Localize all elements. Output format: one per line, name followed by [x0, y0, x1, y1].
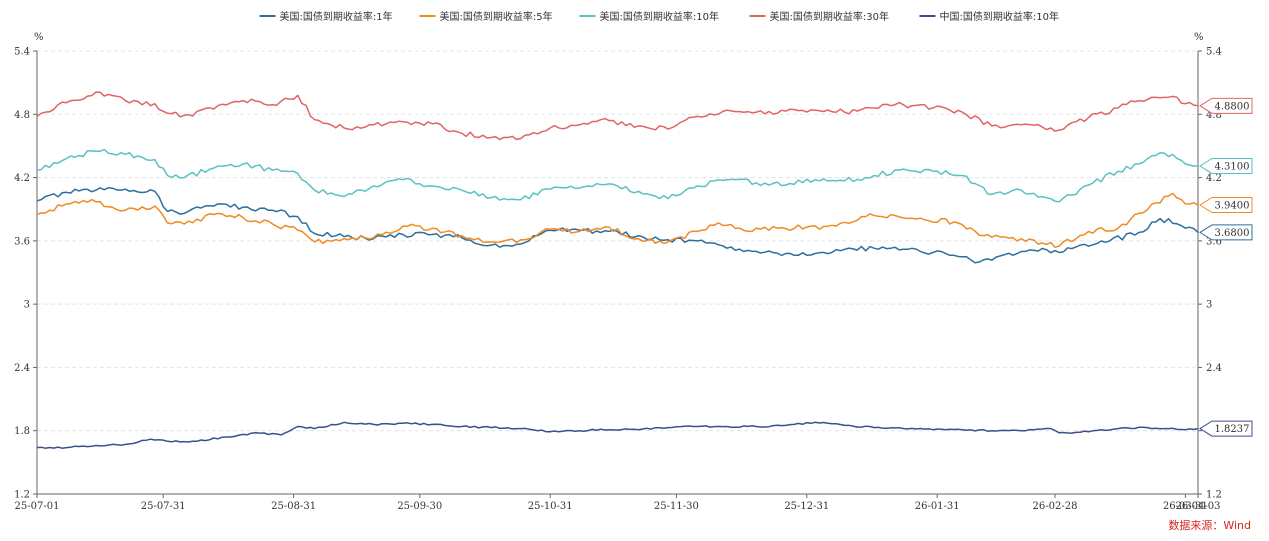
last-value-badges: 3.6800 3.9400 4.3100 4.8800 1.8237	[1199, 97, 1253, 437]
legend: 美国:国债到期收益率:1年 美国:国债到期收益率:5年 美国:国债到期收益率:10年…	[259, 10, 1059, 23]
series-line-美国-国债到期收益率-1年	[36, 186, 1199, 264]
series-line-美国-国债到期收益率-5年	[36, 192, 1199, 248]
series-line-中国-国债到期收益率-10年	[36, 421, 1199, 449]
last-value-badge: 3.9400	[1199, 196, 1253, 213]
y-tick-left: 1.2	[14, 490, 30, 501]
y-tick-right: 3.6	[1206, 236, 1222, 247]
badge-box	[1199, 224, 1253, 241]
x-tick-label: 25-07-31	[141, 501, 186, 512]
y-unit-right: %	[1194, 32, 1204, 43]
y-tick-left: 1.8	[14, 426, 30, 437]
legend-label: 美国:国债到期收益率:5年	[440, 10, 553, 23]
badge-value: 1.8237	[1215, 424, 1250, 435]
y-tick-left: 3.6	[14, 236, 30, 247]
y-tick-right: 4.8	[1206, 110, 1222, 121]
badge-value: 4.8800	[1215, 101, 1250, 112]
x-tick-label: 26-03-31	[1163, 501, 1208, 512]
series-line-美国-国债到期收益率-30年	[36, 91, 1199, 141]
legend-label: 美国:国债到期收益率:1年	[280, 10, 393, 23]
y-tick-left: 5.4	[14, 47, 30, 58]
series-line-美国-国债到期收益率-10年	[36, 148, 1198, 203]
y-tick-right: 3	[1206, 300, 1212, 311]
last-value-badge: 4.8800	[1199, 97, 1253, 114]
x-tick-label: 25-08-31	[271, 501, 316, 512]
y-tick-right: 1.2	[1206, 490, 1222, 501]
y-tick-left: 2.4	[14, 363, 30, 374]
last-value-badge: 3.6800	[1199, 224, 1253, 241]
y-tick-right: 2.4	[1206, 363, 1222, 374]
y-tick-left: 3	[24, 300, 30, 311]
series-layer	[36, 91, 1199, 449]
last-value-badge: 1.8237	[1199, 420, 1253, 437]
x-tick-label: 25-09-30	[397, 501, 442, 512]
badge-value: 3.9400	[1215, 200, 1250, 211]
badge-box	[1199, 97, 1253, 114]
x-tick-label: 25-11-30	[654, 501, 699, 512]
x-tick-label: 25-12-31	[784, 501, 829, 512]
badge-box	[1199, 420, 1253, 437]
y-unit-left: %	[34, 32, 44, 43]
badge-box	[1199, 157, 1253, 174]
x-tick-label: 25-07-01	[15, 501, 60, 512]
legend-label: 中国:国债到期收益率:10年	[940, 10, 1059, 23]
data-source-note: 数据来源：Wind	[1168, 519, 1251, 532]
legend-label: 美国:国债到期收益率:30年	[770, 10, 889, 23]
badge-value: 4.3100	[1215, 161, 1250, 172]
legend-item: 美国:国债到期收益率:10年	[579, 10, 719, 23]
legend-item: 美国:国债到期收益率:5年	[419, 10, 553, 23]
legend-item: 美国:国债到期收益率:30年	[749, 10, 889, 23]
axes: % % 1.21.21.81.82.42.4333.63.64.24.24.84…	[14, 32, 1222, 512]
x-tick-label: 26-01-31	[915, 501, 960, 512]
badge-box	[1199, 196, 1253, 213]
legend-label: 美国:国债到期收益率:10年	[600, 10, 719, 23]
y-tick-right: 5.4	[1206, 47, 1222, 58]
y-tick-left: 4.8	[14, 110, 30, 121]
last-value-badge: 4.3100	[1199, 157, 1253, 174]
legend-item: 中国:国债到期收益率:10年	[919, 10, 1059, 23]
x-tick-label: 26-02-28	[1033, 501, 1078, 512]
y-tick-left: 4.2	[14, 173, 30, 184]
x-tick-label: 26-04-03	[1176, 501, 1221, 512]
y-tick-right: 4.2	[1206, 173, 1222, 184]
x-tick-label: 25-10-31	[528, 501, 573, 512]
badge-value: 3.6800	[1215, 228, 1250, 239]
legend-item: 美国:国债到期收益率:1年	[259, 10, 393, 23]
